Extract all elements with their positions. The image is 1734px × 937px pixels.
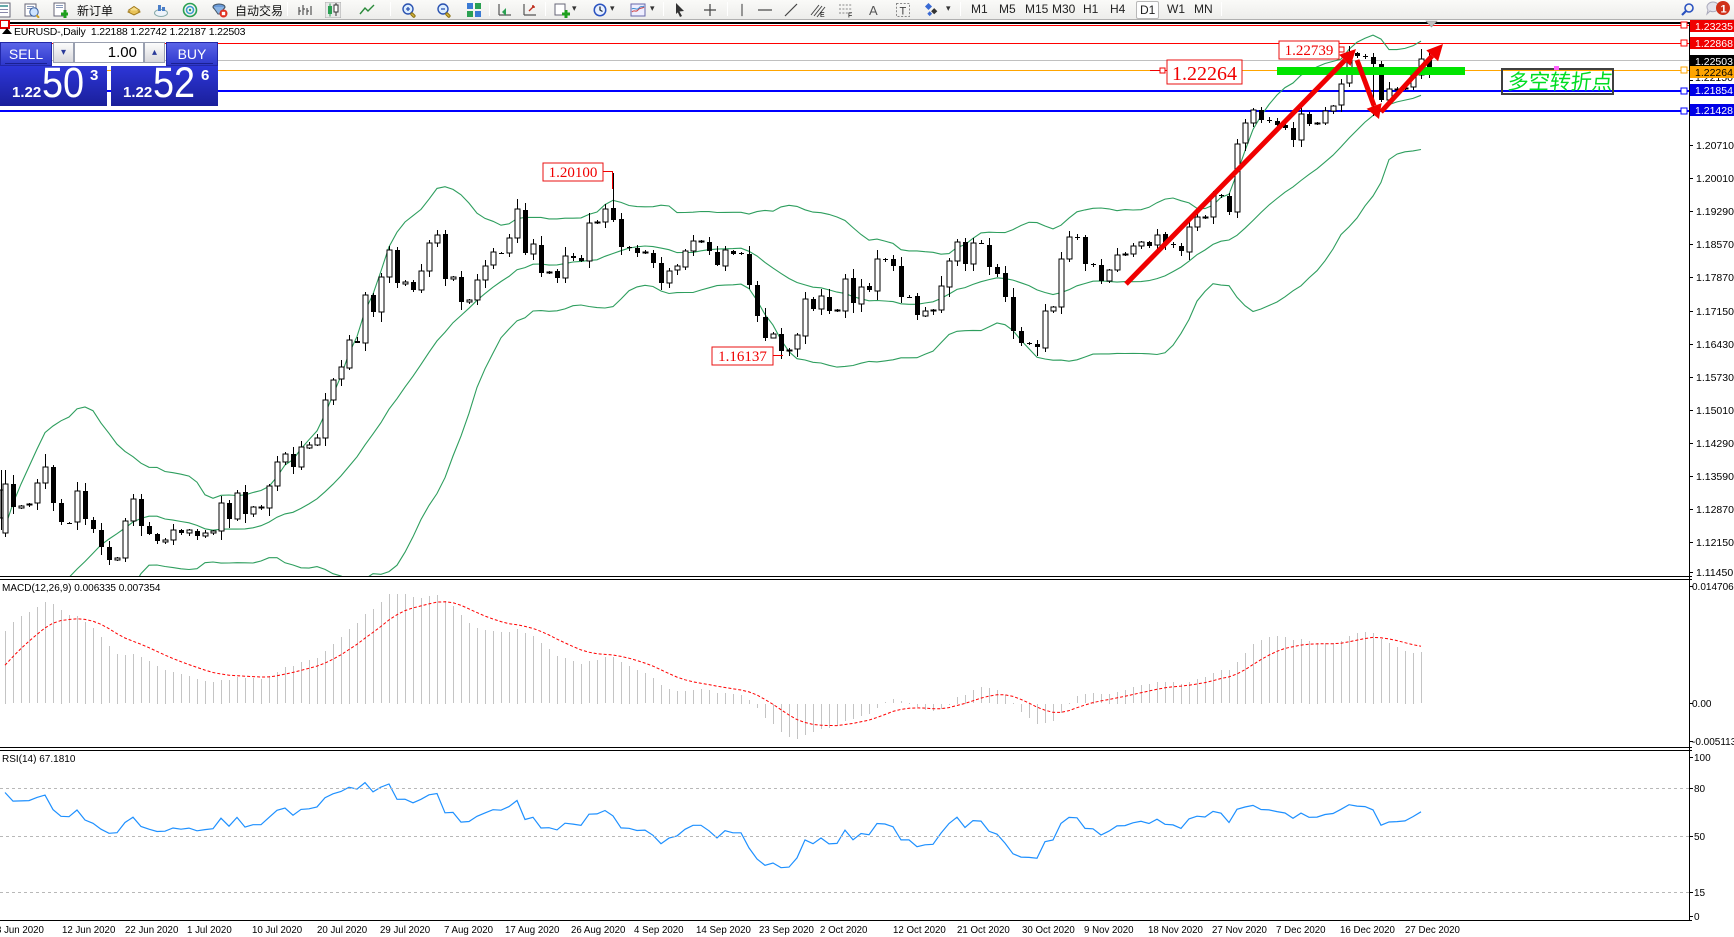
svg-text:1.22868: 1.22868 (1695, 38, 1733, 50)
svg-text:26 Aug 2020: 26 Aug 2020 (571, 925, 626, 936)
svg-text:1.23235: 1.23235 (1695, 21, 1733, 33)
svg-text:14 Sep 2020: 14 Sep 2020 (696, 925, 752, 936)
svg-text:50: 50 (1694, 832, 1706, 843)
svg-text:1.18570: 1.18570 (1696, 239, 1734, 251)
svg-text:1.20710: 1.20710 (1696, 140, 1734, 152)
svg-text:7 Aug 2020: 7 Aug 2020 (444, 925, 494, 936)
svg-text:3 Jun 2020: 3 Jun 2020 (0, 925, 45, 936)
svg-text:1.15010: 1.15010 (1696, 405, 1734, 417)
svg-text:1.16430: 1.16430 (1696, 339, 1734, 351)
svg-text:12 Oct 2020: 12 Oct 2020 (893, 925, 946, 936)
svg-text:10 Jul 2020: 10 Jul 2020 (252, 925, 303, 936)
svg-text:1 Jul 2020: 1 Jul 2020 (187, 925, 232, 936)
svg-text:1.20010: 1.20010 (1696, 173, 1734, 185)
svg-text:多空转折点: 多空转折点 (1506, 70, 1613, 94)
svg-text:27 Dec 2020: 27 Dec 2020 (1405, 925, 1461, 936)
svg-text:F: F (848, 12, 852, 18)
svg-text:1.22264: 1.22264 (1695, 67, 1733, 79)
svg-text:22 Jun 2020: 22 Jun 2020 (125, 925, 179, 936)
svg-text:21 Oct 2020: 21 Oct 2020 (957, 925, 1010, 936)
svg-text:1.21428: 1.21428 (1695, 105, 1733, 117)
svg-text:1.15730: 1.15730 (1696, 372, 1734, 384)
svg-text:30 Oct 2020: 30 Oct 2020 (1022, 925, 1075, 936)
svg-text:T: T (900, 5, 907, 17)
svg-text:1.22264: 1.22264 (1172, 63, 1237, 85)
svg-text:1.12870: 1.12870 (1696, 504, 1734, 516)
svg-text:1.12150: 1.12150 (1696, 537, 1734, 549)
svg-text:1: 1 (1721, 4, 1727, 16)
svg-text:27 Nov 2020: 27 Nov 2020 (1212, 925, 1268, 936)
svg-text:16 Dec 2020: 16 Dec 2020 (1340, 925, 1396, 936)
svg-text:80: 80 (1694, 784, 1706, 795)
svg-text:18 Nov 2020: 18 Nov 2020 (1148, 925, 1204, 936)
svg-text:29 Jul 2020: 29 Jul 2020 (380, 925, 431, 936)
svg-text:17 Aug 2020: 17 Aug 2020 (505, 925, 560, 936)
svg-text:MACD(12,26,9) 0.006335 0.00735: MACD(12,26,9) 0.006335 0.007354 (2, 583, 161, 594)
svg-text:9 Nov 2020: 9 Nov 2020 (1084, 925, 1134, 936)
svg-text:1.22739: 1.22739 (1285, 43, 1334, 59)
svg-text:RSI(14) 67.1810: RSI(14) 67.1810 (2, 754, 76, 765)
svg-text:15: 15 (1694, 888, 1706, 899)
svg-text:1.16137: 1.16137 (718, 349, 767, 365)
svg-text:1.21854: 1.21854 (1695, 85, 1733, 97)
svg-text:0: 0 (1694, 912, 1700, 923)
svg-text:1.13590: 1.13590 (1696, 471, 1734, 483)
svg-text:1.20100: 1.20100 (549, 165, 598, 181)
svg-text:-0.005113: -0.005113 (1692, 737, 1734, 748)
svg-text:1.17870: 1.17870 (1696, 272, 1734, 284)
svg-text:1.19290: 1.19290 (1696, 206, 1734, 218)
svg-text:0.014706: 0.014706 (1692, 582, 1734, 593)
svg-text:23 Sep 2020: 23 Sep 2020 (759, 925, 815, 936)
svg-text:7 Dec 2020: 7 Dec 2020 (1276, 925, 1326, 936)
svg-text:4 Sep 2020: 4 Sep 2020 (634, 925, 684, 936)
svg-text:1.11450: 1.11450 (1696, 567, 1733, 579)
svg-text:E: E (820, 12, 825, 18)
svg-text:1.22503: 1.22503 (1695, 56, 1733, 68)
svg-text:2 Oct 2020: 2 Oct 2020 (820, 925, 868, 936)
svg-text:1.14290: 1.14290 (1696, 438, 1734, 450)
svg-text:A: A (869, 3, 878, 18)
svg-text:1.17150: 1.17150 (1696, 306, 1734, 318)
svg-text:100: 100 (1694, 753, 1711, 764)
svg-text:0.00: 0.00 (1692, 699, 1712, 710)
svg-text:12 Jun 2020: 12 Jun 2020 (62, 925, 116, 936)
svg-text:20 Jul 2020: 20 Jul 2020 (317, 925, 368, 936)
